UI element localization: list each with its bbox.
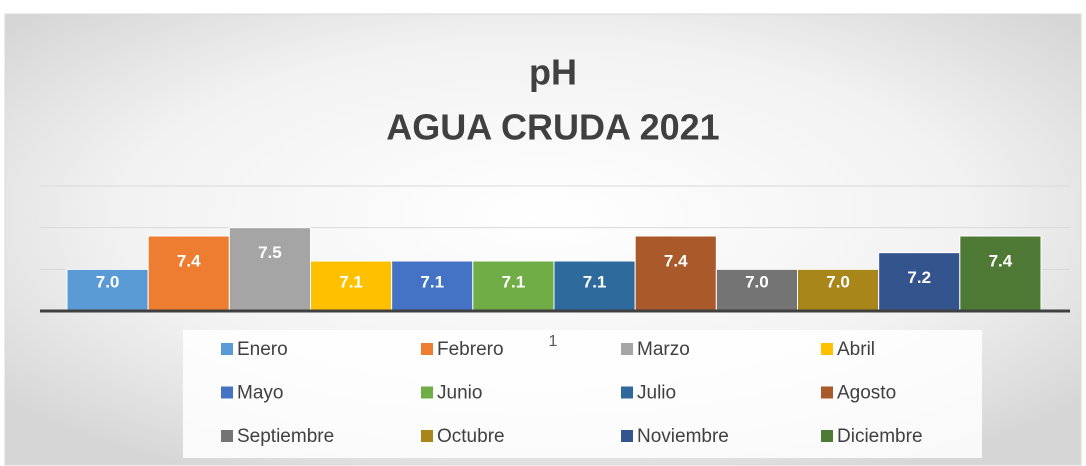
legend-label: Mayo: [237, 383, 283, 404]
bar: [715, 268, 798, 312]
chart-subtitle: AGUA CRUDA 2021: [386, 107, 719, 148]
legend-label: Junio: [437, 383, 482, 404]
legend-swatch: [421, 343, 433, 355]
bar: [959, 235, 1042, 312]
data-label: 7.5: [258, 243, 282, 262]
legend-label: Septiembre: [237, 426, 334, 447]
data-label: 7.4: [177, 251, 201, 270]
data-label: 7.0: [96, 272, 120, 291]
legend-swatch: [621, 430, 633, 442]
legend-swatch: [421, 386, 433, 399]
bar: [472, 260, 555, 312]
legend-swatch: [821, 430, 833, 442]
data-label: 7.0: [745, 272, 769, 291]
legend-label: Febrero: [437, 339, 504, 360]
bar: [391, 260, 474, 312]
data-label: 7.0: [826, 272, 850, 291]
data-label: 7.4: [989, 251, 1013, 270]
legend-swatch: [621, 343, 633, 355]
data-label: 7.1: [583, 272, 607, 291]
legend-swatch: [421, 430, 433, 442]
legend-label: Marzo: [637, 339, 690, 360]
x-tick-label: 1: [549, 333, 558, 350]
legend-label: Noviembre: [637, 426, 729, 447]
legend-label: Agosto: [837, 383, 896, 404]
data-label: 7.1: [420, 272, 444, 291]
legend-label: Diciembre: [837, 426, 923, 447]
legend-label: Enero: [237, 339, 288, 360]
legend-swatch: [621, 386, 633, 399]
data-label: 7.4: [664, 251, 688, 270]
bar: [147, 235, 230, 312]
legend-label: Abril: [837, 339, 875, 360]
legend: [183, 330, 982, 458]
data-label: 7.1: [339, 272, 363, 291]
legend-swatch: [221, 386, 233, 399]
chart-title: pH: [529, 52, 577, 93]
bar: [634, 235, 717, 312]
bar: [797, 268, 880, 312]
legend-swatch: [821, 386, 833, 399]
legend-label: Julio: [637, 383, 676, 404]
legend-swatch: [221, 343, 233, 355]
bar: [553, 260, 636, 312]
data-label: 7.2: [907, 268, 931, 287]
legend-swatch: [821, 343, 833, 355]
legend-label: Octubre: [437, 426, 505, 447]
data-label: 7.1: [502, 272, 526, 291]
legend-swatch: [221, 430, 233, 442]
bar: [228, 227, 311, 312]
